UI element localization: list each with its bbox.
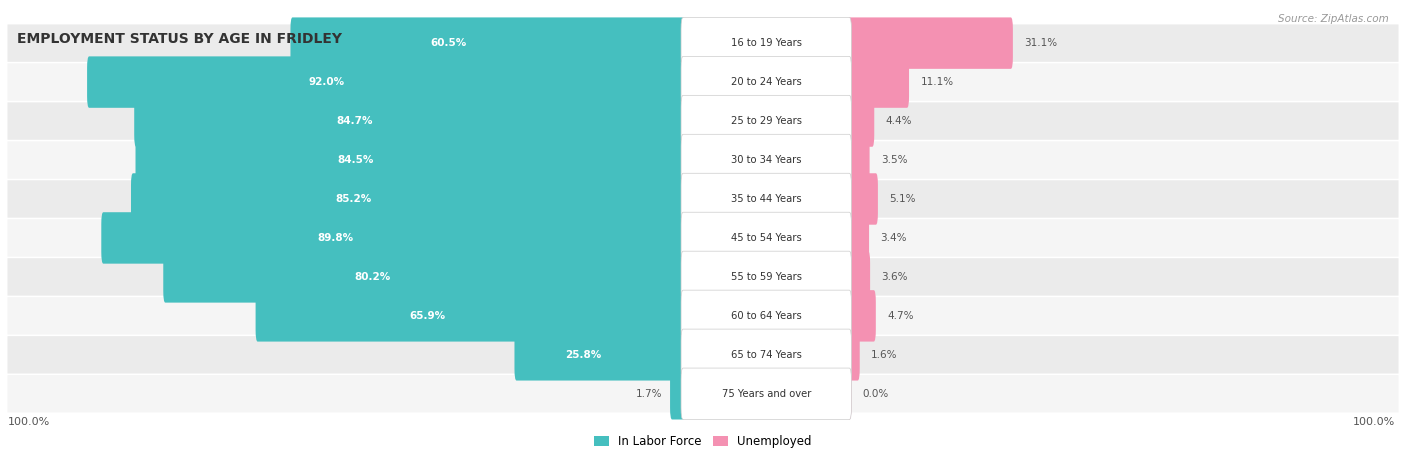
FancyBboxPatch shape [7,141,1399,179]
Text: 85.2%: 85.2% [335,194,371,204]
FancyBboxPatch shape [7,375,1399,413]
Text: 20 to 24 Years: 20 to 24 Years [731,77,801,87]
FancyBboxPatch shape [848,329,859,381]
FancyBboxPatch shape [7,24,1399,62]
FancyBboxPatch shape [7,336,1399,373]
FancyBboxPatch shape [7,180,1399,218]
FancyBboxPatch shape [163,251,685,303]
Text: EMPLOYMENT STATUS BY AGE IN FRIDLEY: EMPLOYMENT STATUS BY AGE IN FRIDLEY [17,32,342,46]
FancyBboxPatch shape [681,56,852,108]
FancyBboxPatch shape [7,102,1399,140]
FancyBboxPatch shape [135,134,685,186]
Text: 100.0%: 100.0% [7,417,49,427]
Text: 100.0%: 100.0% [1353,417,1395,427]
Text: 16 to 19 Years: 16 to 19 Years [731,38,801,48]
Text: 84.5%: 84.5% [337,155,374,165]
FancyBboxPatch shape [256,290,685,341]
FancyBboxPatch shape [681,290,852,341]
Text: 60.5%: 60.5% [430,38,467,48]
Text: 60 to 64 Years: 60 to 64 Years [731,311,801,321]
Text: 31.1%: 31.1% [1024,38,1057,48]
Text: Source: ZipAtlas.com: Source: ZipAtlas.com [1278,14,1389,23]
FancyBboxPatch shape [671,368,685,419]
Text: 65.9%: 65.9% [409,311,446,321]
FancyBboxPatch shape [681,251,852,303]
Text: 11.1%: 11.1% [921,77,953,87]
FancyBboxPatch shape [681,95,852,147]
FancyBboxPatch shape [101,212,685,264]
FancyBboxPatch shape [848,251,870,303]
FancyBboxPatch shape [848,212,869,264]
FancyBboxPatch shape [848,368,852,419]
FancyBboxPatch shape [848,134,869,186]
Text: 25.8%: 25.8% [565,350,602,360]
Text: 1.6%: 1.6% [872,350,897,360]
FancyBboxPatch shape [7,219,1399,257]
FancyBboxPatch shape [848,56,910,108]
Text: 92.0%: 92.0% [308,77,344,87]
FancyBboxPatch shape [681,134,852,186]
FancyBboxPatch shape [681,368,852,419]
Text: 30 to 34 Years: 30 to 34 Years [731,155,801,165]
Text: 5.1%: 5.1% [889,194,915,204]
Text: 4.4%: 4.4% [886,116,912,126]
FancyBboxPatch shape [848,173,877,225]
Text: 45 to 54 Years: 45 to 54 Years [731,233,801,243]
Text: 65 to 74 Years: 65 to 74 Years [731,350,801,360]
FancyBboxPatch shape [848,290,876,341]
FancyBboxPatch shape [681,173,852,225]
Text: 3.4%: 3.4% [880,233,907,243]
Text: 35 to 44 Years: 35 to 44 Years [731,194,801,204]
Text: 25 to 29 Years: 25 to 29 Years [731,116,801,126]
Text: 55 to 59 Years: 55 to 59 Years [731,272,801,282]
FancyBboxPatch shape [7,258,1399,295]
Text: 4.7%: 4.7% [887,311,914,321]
Text: 84.7%: 84.7% [336,116,373,126]
FancyBboxPatch shape [87,56,685,108]
FancyBboxPatch shape [681,18,852,69]
Text: 0.0%: 0.0% [863,389,889,399]
FancyBboxPatch shape [515,329,685,381]
Text: 80.2%: 80.2% [354,272,391,282]
FancyBboxPatch shape [848,18,1012,69]
FancyBboxPatch shape [7,297,1399,335]
FancyBboxPatch shape [681,329,852,381]
FancyBboxPatch shape [848,95,875,147]
FancyBboxPatch shape [131,173,685,225]
Text: 89.8%: 89.8% [318,233,353,243]
FancyBboxPatch shape [681,212,852,264]
FancyBboxPatch shape [291,18,685,69]
FancyBboxPatch shape [7,64,1399,101]
Legend: In Labor Force, Unemployed: In Labor Force, Unemployed [589,430,817,451]
Text: 3.6%: 3.6% [882,272,908,282]
Text: 3.5%: 3.5% [882,155,907,165]
Text: 1.7%: 1.7% [636,389,662,399]
FancyBboxPatch shape [134,95,685,147]
Text: 75 Years and over: 75 Years and over [721,389,811,399]
